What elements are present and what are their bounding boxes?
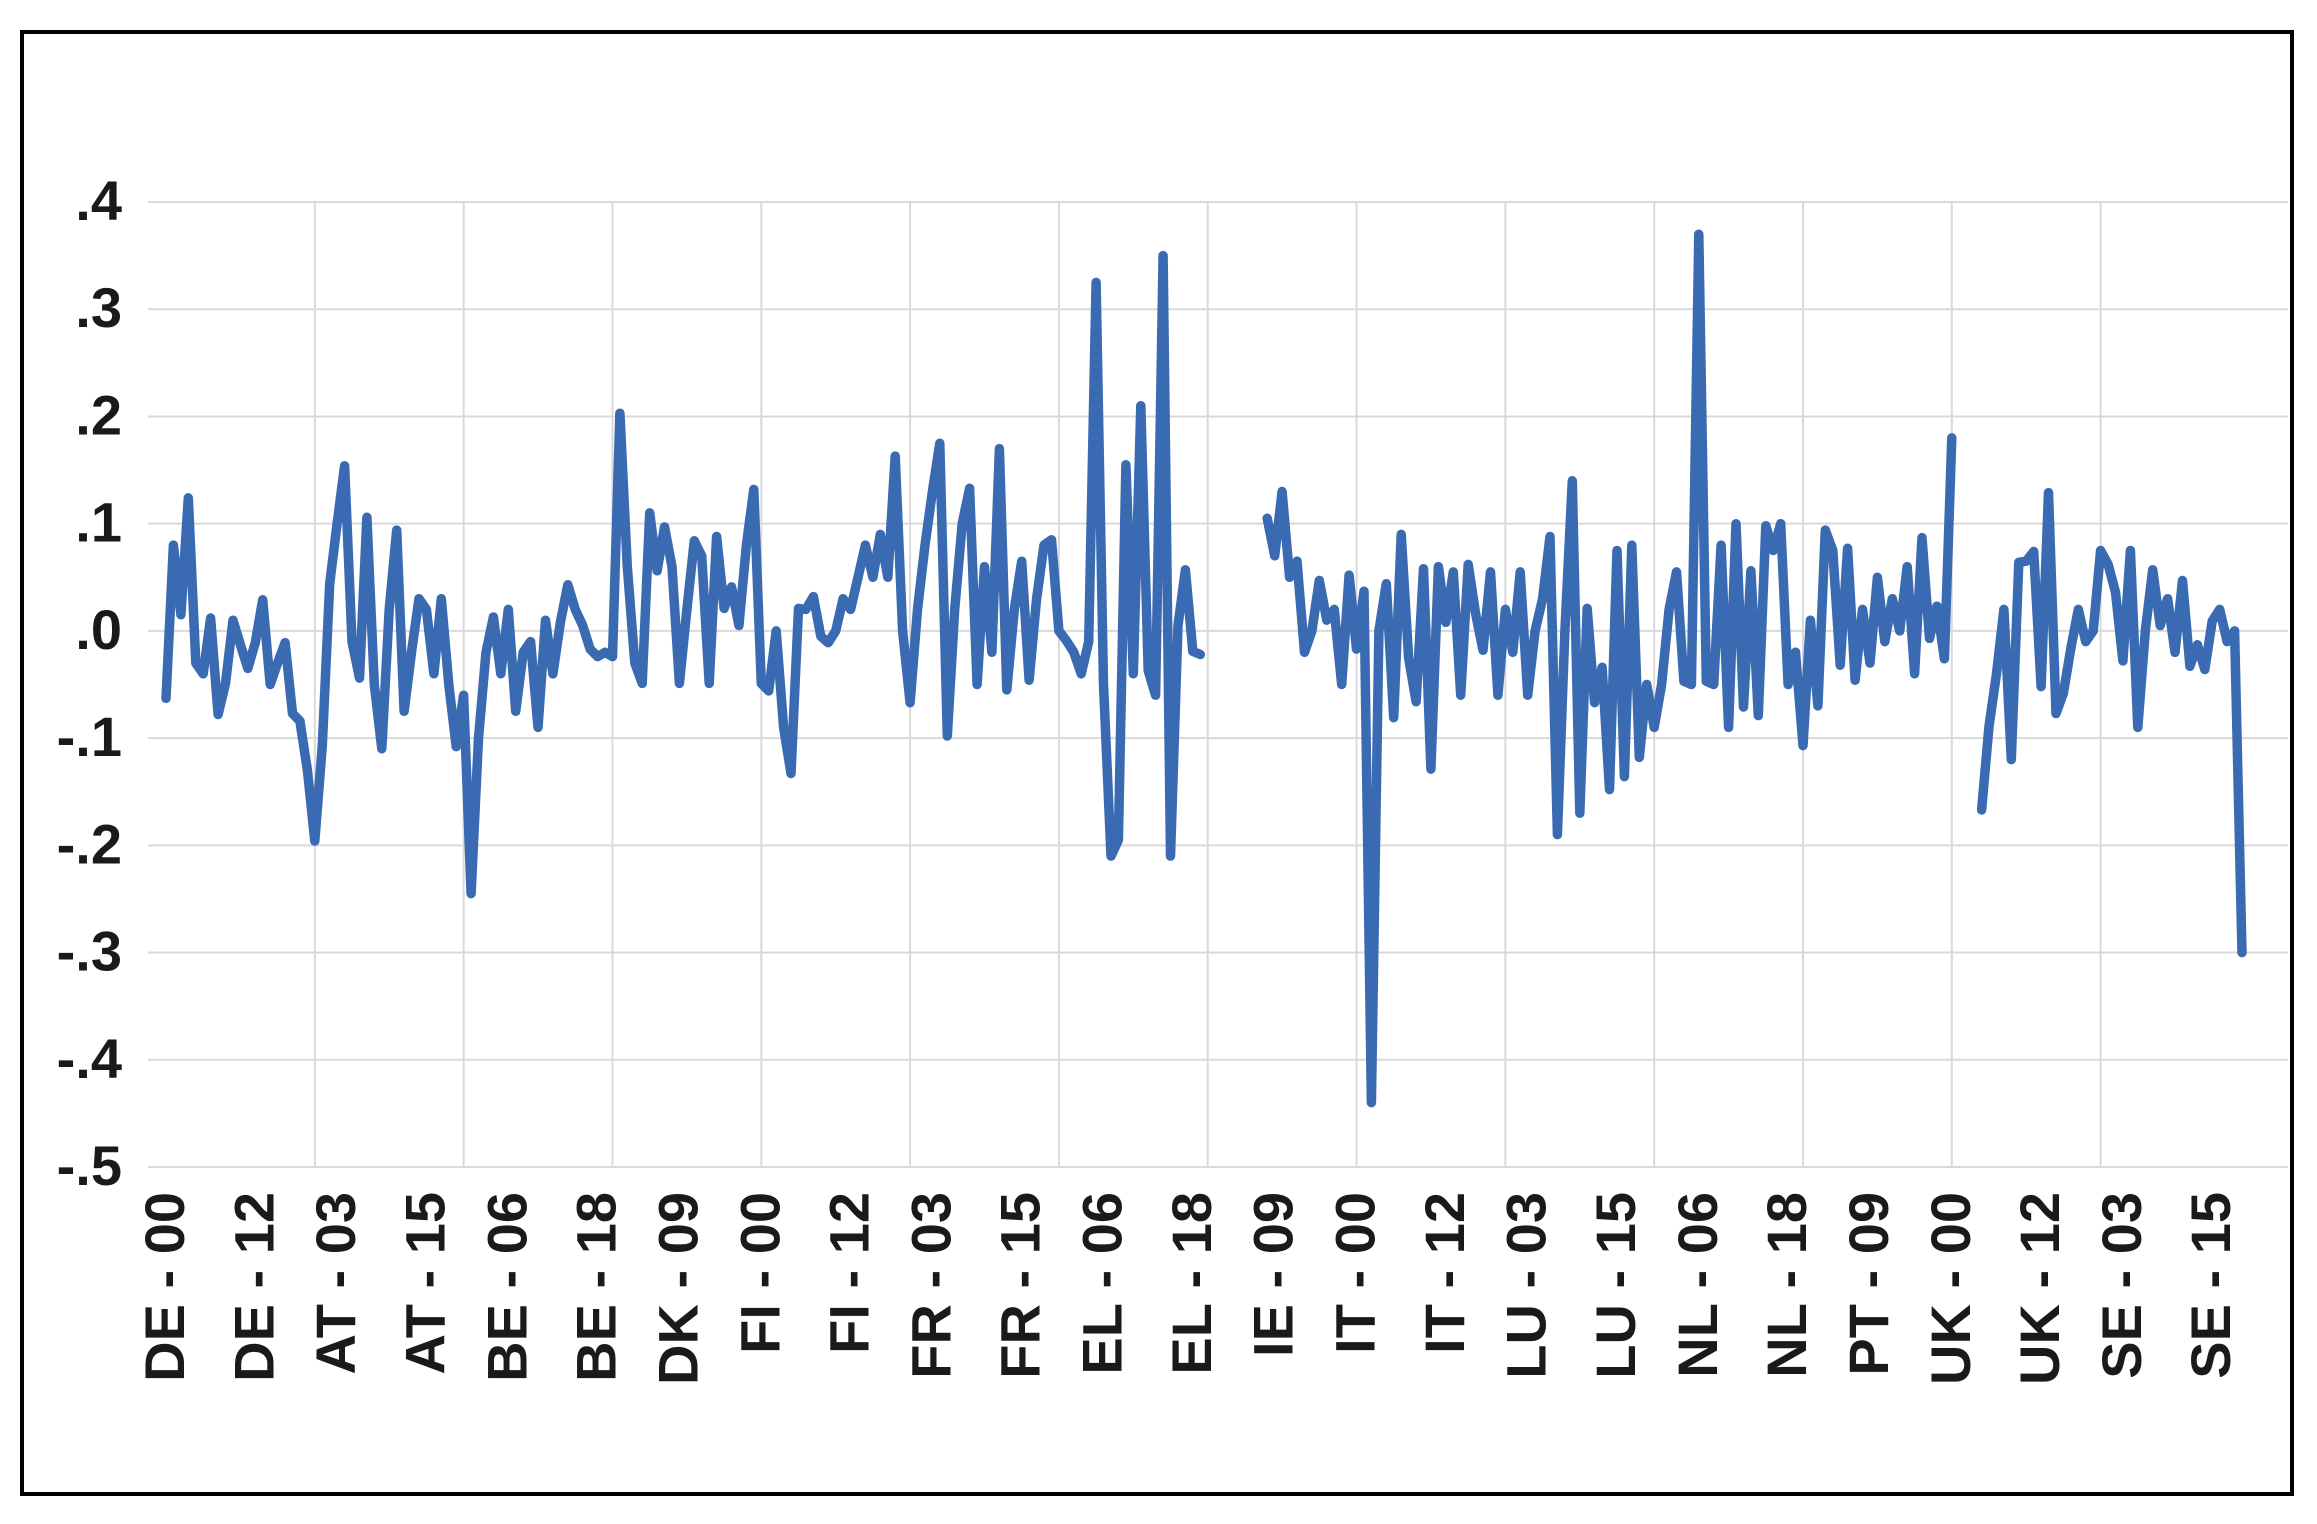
y-axis-tick-label: .0 (75, 598, 122, 661)
x-axis-tick-label: FI - 12 (818, 1192, 881, 1354)
y-axis-tick-label: .1 (75, 491, 122, 554)
x-axis-tick-label: SE - 03 (2090, 1192, 2153, 1379)
x-axis-tick-label: EL - 18 (1160, 1192, 1223, 1375)
x-axis-tick-label: IE - 09 (1242, 1192, 1305, 1357)
x-axis-tick-label: LU - 03 (1495, 1192, 1558, 1379)
x-axis-tick-label: UK - 00 (1919, 1192, 1982, 1385)
x-axis-tick-label: DE - 00 (133, 1192, 196, 1382)
x-axis-tick-label: FI - 00 (728, 1192, 791, 1354)
y-axis-tick-label: -.1 (57, 705, 122, 768)
x-axis-tick-label: BE - 18 (565, 1192, 628, 1382)
y-axis-tick-label: -.3 (57, 920, 122, 983)
x-axis-tick-label: NL - 06 (1666, 1192, 1729, 1378)
x-axis-tick-label: NL - 18 (1755, 1192, 1818, 1378)
x-axis-tick-label: DE - 12 (222, 1192, 285, 1382)
x-axis-tick-label: BE - 06 (475, 1192, 538, 1382)
y-axis-tick-label: .3 (75, 276, 122, 339)
x-axis-tick-label: AT - 03 (304, 1192, 367, 1375)
y-axis-tick-label: .2 (75, 383, 122, 446)
x-axis-tick-label: IT - 12 (1413, 1192, 1476, 1354)
x-axis-tick-label: EL - 06 (1071, 1192, 1134, 1375)
y-axis-tick-label: .4 (75, 169, 122, 232)
x-axis-tick-label: DK - 09 (646, 1192, 709, 1385)
x-axis-tick-label: PT - 09 (1837, 1192, 1900, 1376)
x-axis-tick-label: IT - 00 (1324, 1192, 1387, 1354)
y-axis-tick-label: -.4 (57, 1027, 122, 1090)
y-axis-tick-label: -.2 (57, 812, 122, 875)
data-series-line (161, 229, 2247, 1108)
x-axis-tick-label: AT - 15 (393, 1192, 456, 1375)
x-axis-tick-label: UK - 12 (2008, 1192, 2071, 1385)
x-axis-tick-label: FR - 15 (989, 1192, 1052, 1379)
x-axis-tick-label: FR - 03 (899, 1192, 962, 1379)
figure-border (20, 30, 2294, 1496)
x-axis-tick-label: SE - 15 (2179, 1192, 2242, 1379)
x-axis-tick-label: LU - 15 (1584, 1192, 1647, 1379)
y-axis-tick-label: -.5 (57, 1134, 122, 1197)
